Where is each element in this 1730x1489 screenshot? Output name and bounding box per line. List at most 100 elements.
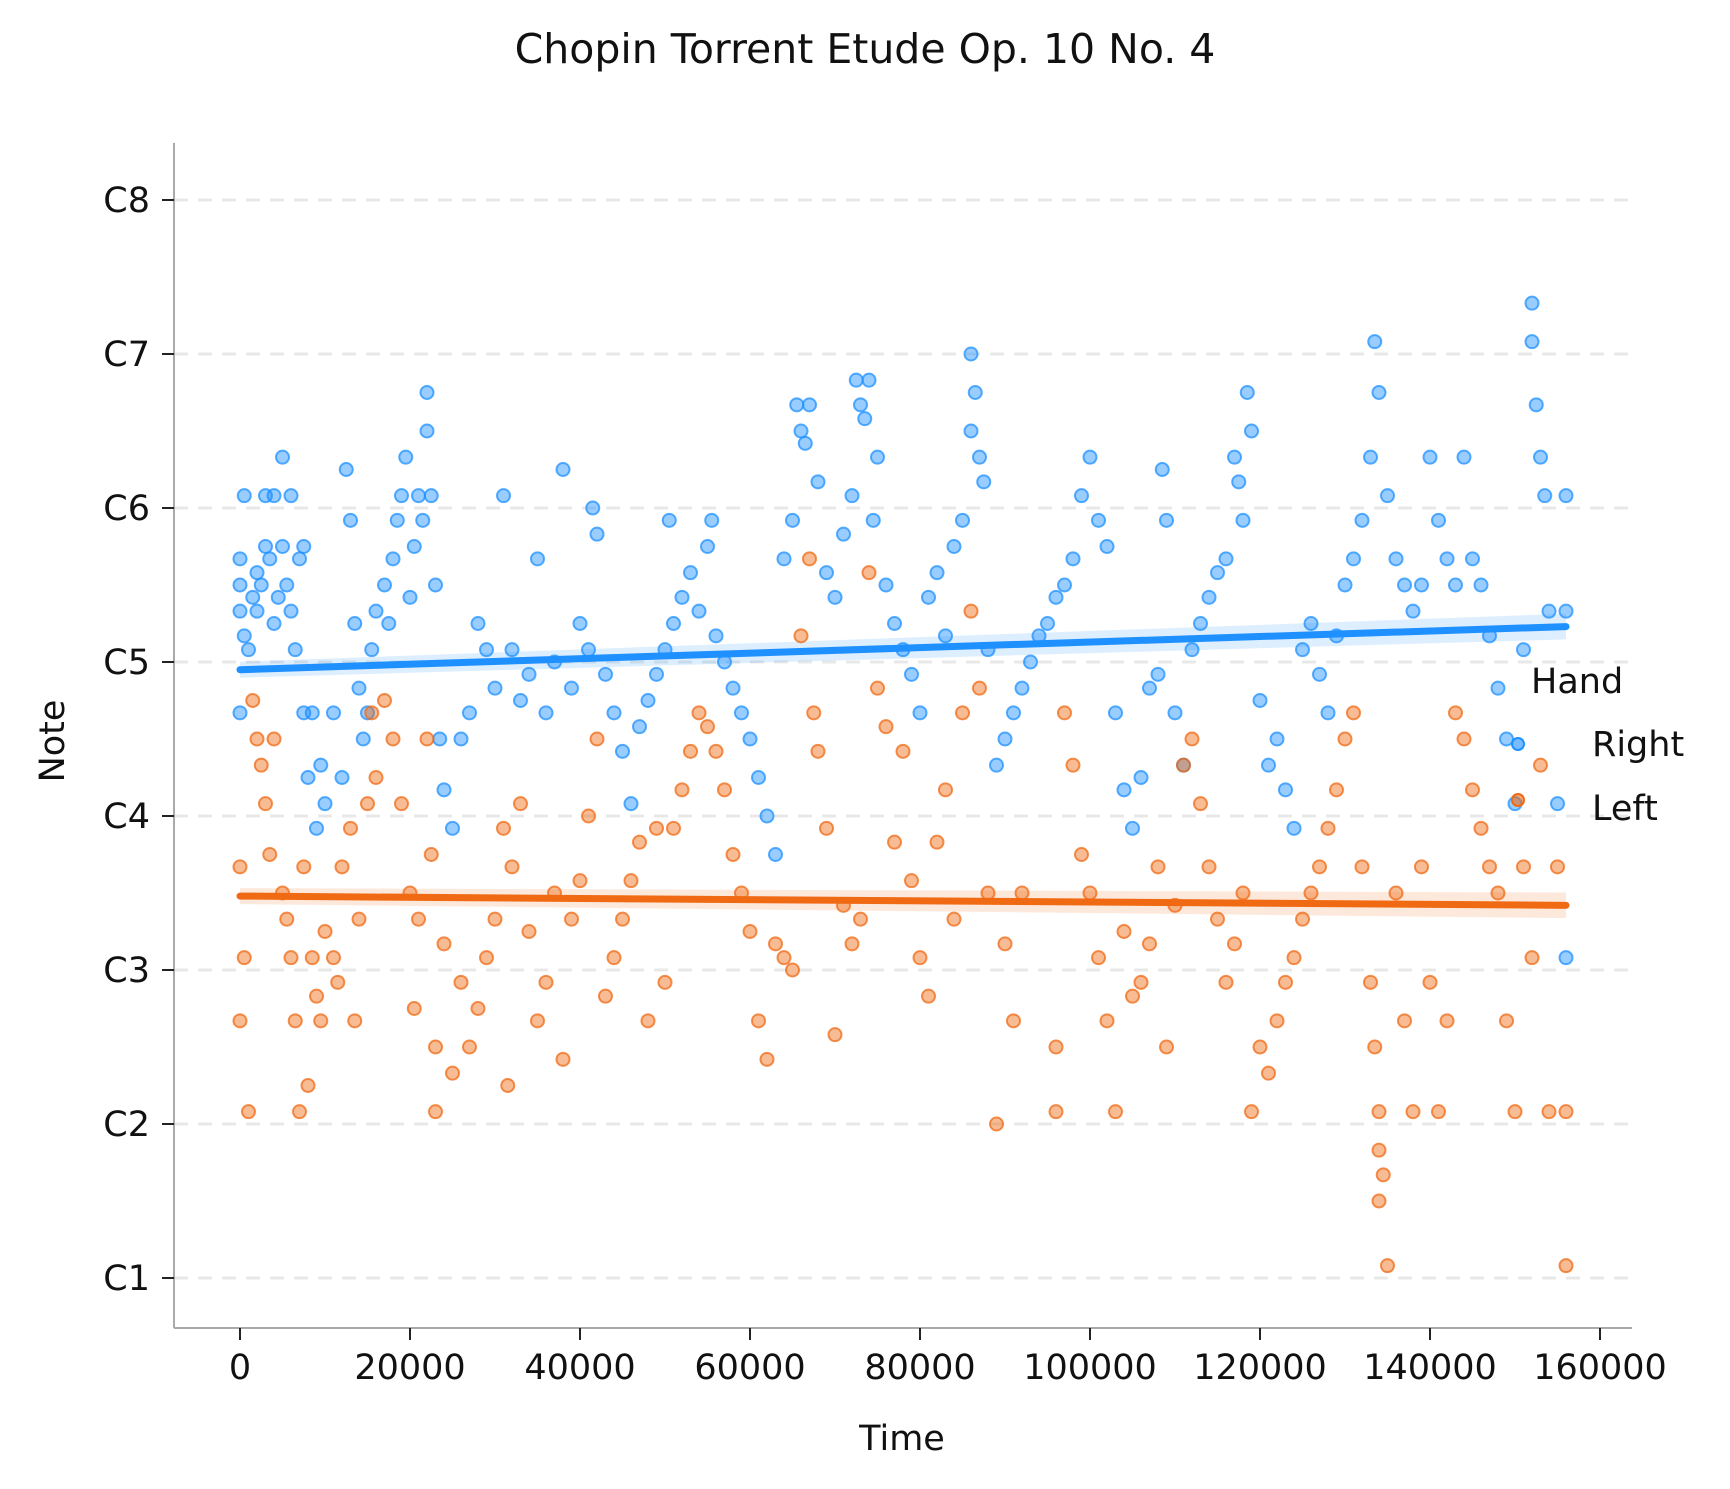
data-point-left	[1159, 1039, 1174, 1055]
data-point-right	[827, 589, 843, 605]
data-point-right	[270, 589, 286, 605]
data-point-right	[785, 512, 800, 528]
data-point-right	[1125, 820, 1140, 836]
data-point-right	[338, 462, 354, 477]
data-point-right	[253, 577, 269, 593]
data-point-left	[1235, 885, 1251, 901]
data-point-left	[496, 820, 511, 836]
data-point-left	[1057, 705, 1072, 721]
legend-label-left: Left	[1592, 789, 1658, 829]
data-point-right	[581, 642, 596, 658]
data-point-right	[304, 705, 320, 721]
data-point-left	[428, 1104, 443, 1120]
data-point-right	[445, 820, 460, 836]
data-point-left	[564, 911, 579, 927]
data-point-right	[385, 551, 401, 567]
data-point-right	[487, 680, 503, 696]
data-point-left	[827, 1027, 843, 1043]
data-point-right	[266, 616, 282, 631]
data-point-left	[1448, 705, 1463, 721]
data-point-left	[462, 1039, 477, 1055]
data-point-left	[1482, 859, 1497, 875]
data-point-right	[683, 565, 698, 581]
data-point-right	[1278, 782, 1293, 798]
data-point-left	[666, 820, 681, 836]
data-point-right	[1167, 705, 1183, 721]
data-point-right	[1337, 577, 1353, 593]
data-point-right	[1388, 551, 1404, 567]
data-point-right	[1516, 642, 1531, 658]
data-point-left	[1346, 705, 1361, 721]
data-point-right	[538, 705, 554, 721]
data-point-left	[1473, 820, 1489, 836]
data-point-right	[283, 488, 299, 504]
data-point-left	[419, 731, 435, 747]
data-point-left	[904, 873, 919, 889]
data-point-right	[963, 346, 979, 362]
data-point-right	[742, 731, 758, 747]
data-point-left	[589, 731, 605, 747]
data-point-left	[1397, 1013, 1412, 1029]
data-point-right	[946, 539, 962, 554]
data-point-right	[1014, 680, 1030, 696]
data-point-left	[1354, 859, 1370, 875]
x-axis-label: Time	[858, 1419, 945, 1459]
data-point-left	[1261, 1065, 1276, 1081]
data-point-right	[1528, 397, 1544, 413]
data-point-right	[381, 616, 397, 631]
legend-label-right: Right	[1592, 725, 1684, 765]
data-point-right	[870, 449, 885, 465]
data-point-right	[976, 474, 992, 490]
data-point-right	[759, 808, 775, 824]
data-point-left	[351, 911, 367, 927]
data-point-left	[1176, 757, 1191, 773]
data-point-right	[989, 757, 1004, 773]
data-point-right	[1269, 731, 1285, 747]
data-point-right	[1414, 577, 1429, 593]
data-point-right	[334, 770, 350, 785]
data-point-left	[598, 988, 613, 1004]
data-point-left	[640, 1013, 656, 1029]
data-point-right	[432, 731, 448, 747]
data-point-left	[377, 693, 392, 708]
y-tick-label: C4	[103, 797, 150, 837]
y-tick-label: C6	[103, 489, 150, 529]
data-point-right	[666, 616, 681, 631]
data-point-left	[1091, 950, 1106, 966]
data-point-left	[683, 743, 698, 759]
data-point-right	[1231, 474, 1247, 490]
data-point-right	[504, 642, 520, 658]
legend-marker-right	[1511, 737, 1525, 751]
data-point-left	[334, 859, 350, 875]
y-tick-label: C5	[103, 643, 150, 683]
data-point-right	[1235, 512, 1251, 528]
data-point-right	[1541, 603, 1557, 619]
data-point-left	[708, 743, 724, 759]
data-point-left	[1278, 974, 1293, 990]
data-point-left	[1533, 757, 1548, 773]
data-point-right	[428, 577, 443, 593]
data-point-left	[1388, 885, 1404, 901]
data-point-left	[776, 950, 792, 966]
data-point-right	[776, 551, 792, 567]
data-point-right	[564, 680, 579, 696]
data-point-left	[1456, 731, 1472, 747]
data-point-left	[236, 950, 252, 966]
data-point-left	[1184, 731, 1200, 747]
data-point-left	[861, 565, 877, 581]
data-point-right	[343, 512, 358, 528]
data-point-left	[1499, 1013, 1514, 1029]
data-point-right	[1099, 539, 1115, 554]
data-point-right	[848, 372, 864, 388]
trend-line-left	[236, 892, 1570, 909]
data-point-left	[963, 603, 979, 619]
data-point-left	[504, 859, 520, 875]
data-point-right	[360, 705, 375, 721]
data-point-right	[300, 770, 316, 785]
data-point-left	[1269, 1013, 1285, 1029]
data-point-left	[530, 1013, 545, 1029]
data-point-right	[929, 565, 945, 581]
data-point-left	[572, 873, 588, 889]
data-point-left	[1414, 859, 1429, 875]
